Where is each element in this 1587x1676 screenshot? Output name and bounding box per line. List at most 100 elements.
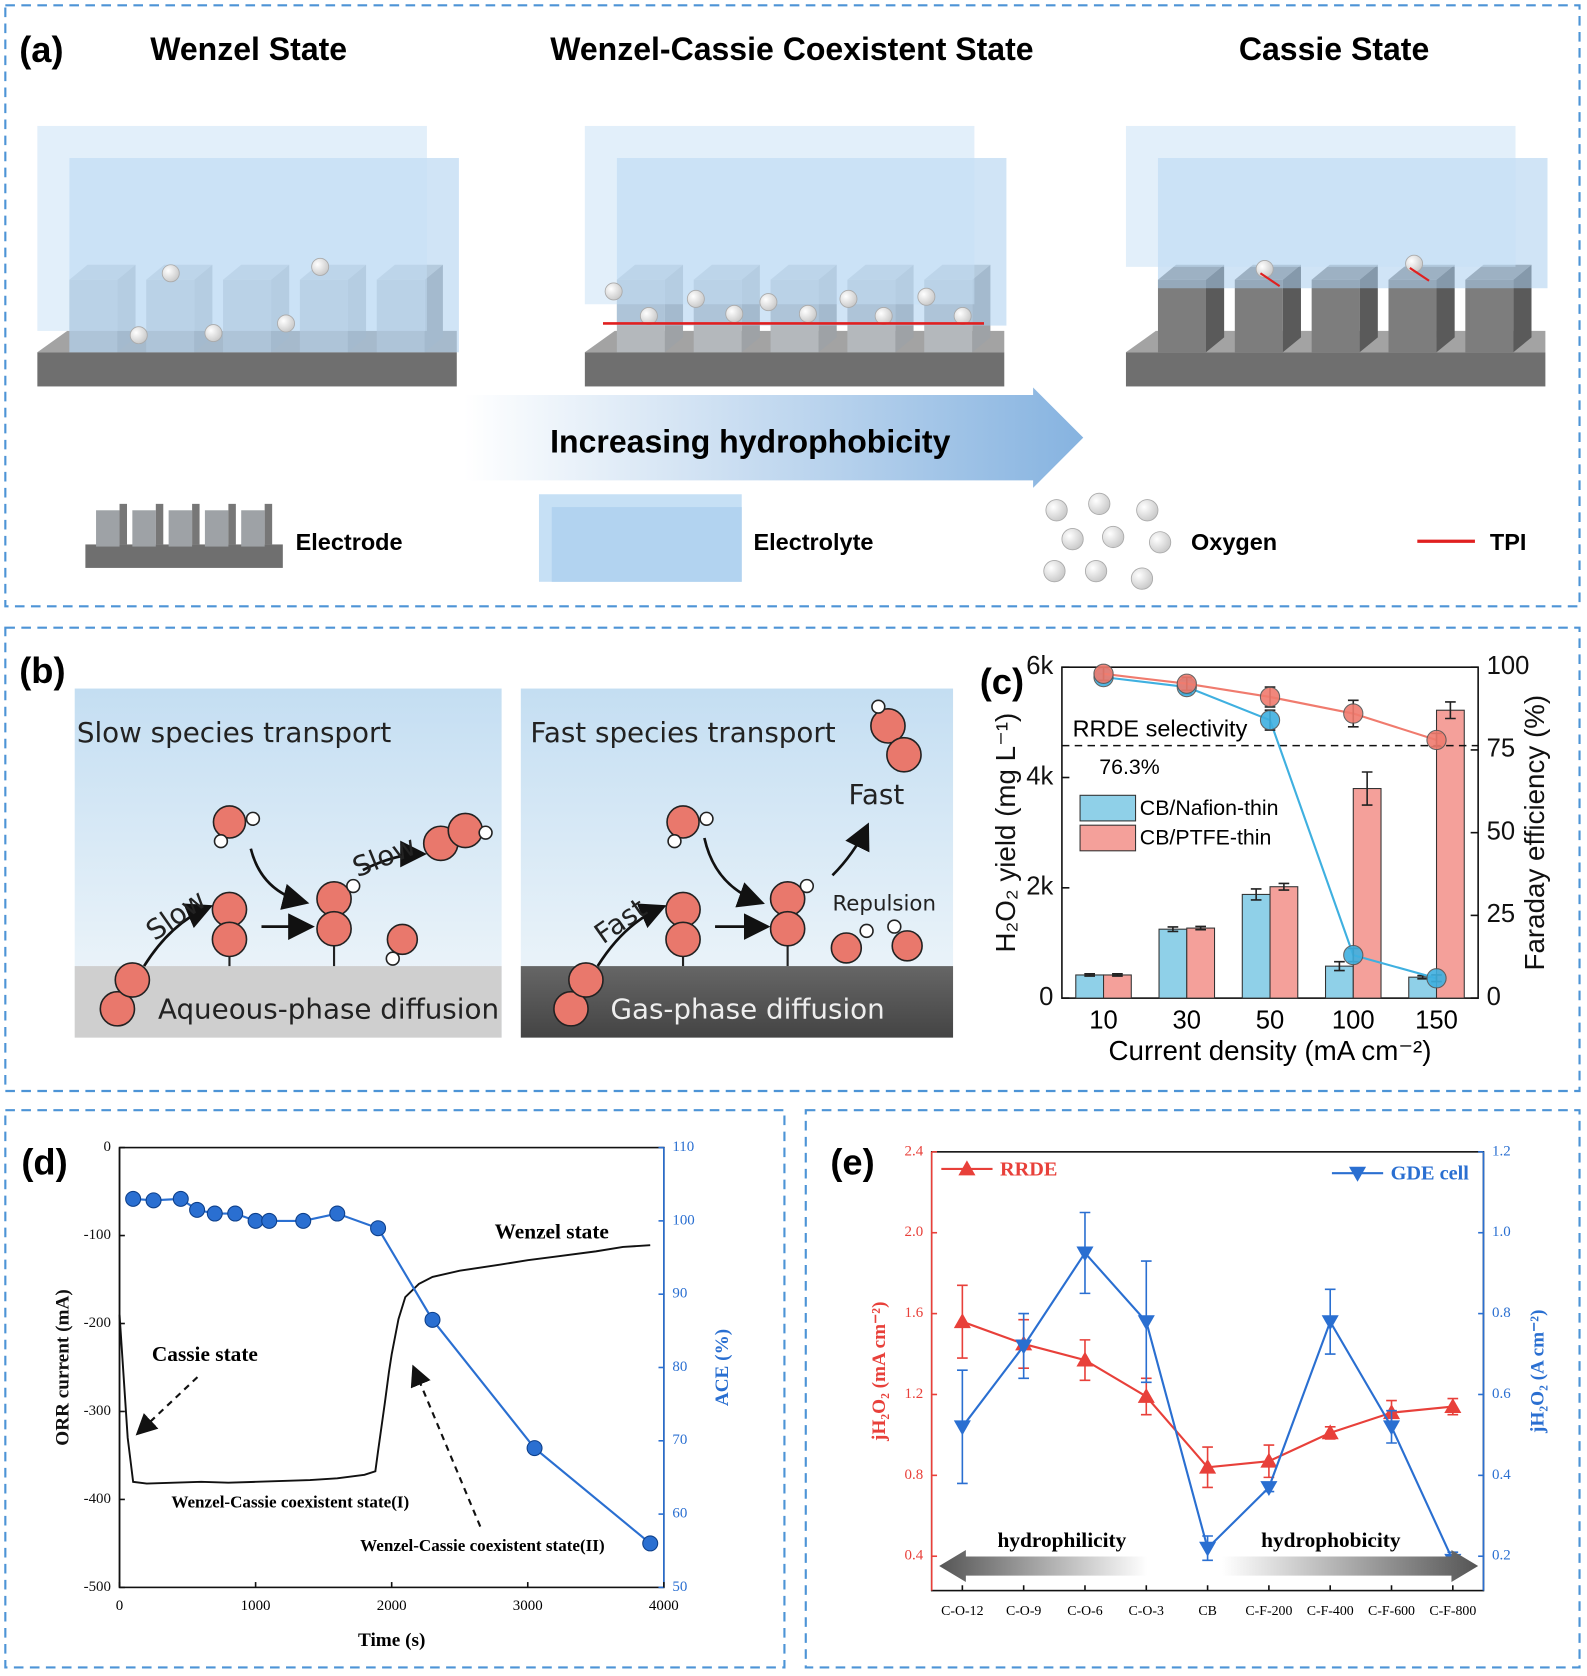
oxygen-bubble [1061, 527, 1084, 551]
x-tick-label: 2000 [377, 1598, 407, 1614]
x-tick-label: 50 [1256, 1006, 1284, 1034]
oxygen-atom [665, 891, 701, 928]
legend-label: CB/PTFE-thin [1140, 826, 1272, 850]
y-tick-label: 0.4 [905, 1548, 924, 1564]
y2-tick-label: 50 [672, 1579, 687, 1595]
annotation: Cassie state [152, 1342, 258, 1366]
oxygen-bubble [129, 326, 148, 345]
y-axis-label: jH₂O₂ (mA cm⁻²) [869, 1302, 890, 1442]
x-tick-label: 150 [1415, 1006, 1458, 1034]
marker [1349, 1166, 1367, 1182]
oxygen-atom [870, 708, 906, 744]
arrow-label: Increasing hydrophobicity [550, 424, 950, 460]
bar [1075, 974, 1105, 999]
hydrophilicity-arrow [939, 1550, 1148, 1583]
pillar-front [1157, 279, 1206, 353]
y-tick-label: 0.8 [905, 1467, 924, 1483]
hydrogen-atom [871, 699, 886, 714]
marker [953, 1313, 971, 1329]
y-tick-label: 2.0 [905, 1224, 924, 1240]
y-tick-label: 2.4 [905, 1143, 924, 1159]
bar [1241, 893, 1271, 999]
bar [1435, 709, 1465, 999]
annotation: Wenzel-Cassie coexistent state(II) [360, 1536, 604, 1555]
error-bar [1250, 888, 1262, 901]
arrow [596, 903, 667, 967]
y2-tick-label: 25 [1487, 900, 1515, 928]
oxygen-atom [316, 880, 352, 917]
frame-e [804, 1109, 1581, 1669]
y2-tick-label: 1.0 [1492, 1224, 1511, 1240]
oxygen-bubble [839, 289, 858, 308]
arrow [831, 822, 870, 877]
y2-tick-label: 100 [672, 1212, 694, 1228]
marker [526, 1440, 543, 1457]
arrow [703, 837, 765, 908]
frame-a [4, 4, 1581, 608]
oxygen-bubble [1088, 492, 1111, 515]
y-tick-label: -400 [84, 1491, 111, 1507]
annotation: Wenzel state [495, 1219, 609, 1243]
y2-tick-label: 110 [672, 1139, 694, 1155]
y2-tick-label: 75 [1487, 735, 1515, 763]
oxygen-bubble [604, 282, 623, 301]
oxygen-bubble [639, 307, 658, 325]
marker [1259, 686, 1281, 708]
bar [1269, 886, 1299, 999]
x-tick-label: 10 [1089, 1006, 1117, 1034]
panel-label: (c) [980, 661, 1024, 702]
oxygen-atom [886, 736, 922, 773]
error-bar [1084, 973, 1095, 977]
x-tick-label: CB [1198, 1604, 1216, 1619]
oxygen-atom [830, 932, 863, 964]
x-tick-label: C-F-400 [1307, 1604, 1354, 1619]
bar [1186, 927, 1216, 999]
error-bar [1195, 925, 1206, 931]
y2-axis-label: ACE (%) [712, 1329, 733, 1406]
legend-swatch [1079, 824, 1137, 852]
oxygen-atom [891, 930, 923, 962]
state-title: Wenzel-Cassie Coexistent State [550, 31, 1033, 67]
x-tick-label: 0 [116, 1598, 123, 1614]
tpi-line [1259, 272, 1281, 287]
x-tick-label: C-F-800 [1429, 1604, 1476, 1619]
oxygen-bubble [1136, 499, 1159, 522]
hydrogen-atom [699, 811, 714, 826]
marker [145, 1192, 162, 1209]
oxygen-bubble [1084, 560, 1108, 583]
y2-tick-label: 100 [1487, 652, 1530, 680]
y2-tick-label: 80 [672, 1359, 687, 1375]
floor-label: Aqueous-phase diffusion [158, 992, 499, 1025]
x-axis-label: Current density (mA cm⁻²) [1109, 1035, 1432, 1066]
marker [329, 1205, 346, 1222]
y-tick-label: -200 [84, 1315, 111, 1331]
annotation: 76.3% [1099, 755, 1160, 779]
annotation: Wenzel-Cassie coexistent state(I) [171, 1492, 409, 1511]
marker [1015, 1339, 1033, 1355]
y-axis-label: H₂O₂ yield (mg L⁻¹) [990, 713, 1021, 953]
legend-electrolyte-depth [551, 507, 742, 582]
legend-pillar [204, 510, 229, 547]
bar [1352, 788, 1382, 999]
marker [1343, 703, 1364, 724]
marker [1137, 1387, 1155, 1403]
oxygen-bubble [1102, 525, 1125, 549]
oxygen-bubble [311, 257, 330, 276]
marker [1444, 1398, 1462, 1414]
error-bar [1445, 701, 1456, 720]
electrolyte-front [1125, 125, 1516, 267]
marker [1382, 1420, 1401, 1436]
pillar-front [1388, 279, 1437, 353]
marker [1076, 1246, 1094, 1262]
y-tick-label: 2k [1026, 873, 1053, 901]
oxygen-bubble [759, 293, 778, 312]
annotation-arrow [135, 1376, 199, 1436]
panel-frames [4, 4, 1581, 1669]
y2-tick-label: 70 [672, 1432, 687, 1448]
oxygen-atom [769, 880, 806, 917]
marker [227, 1205, 244, 1222]
legend-label: Electrode [296, 529, 403, 555]
x-tick-label: C-O-12 [941, 1604, 983, 1619]
legend-pillar [132, 510, 156, 547]
pillar-front [1465, 279, 1514, 353]
